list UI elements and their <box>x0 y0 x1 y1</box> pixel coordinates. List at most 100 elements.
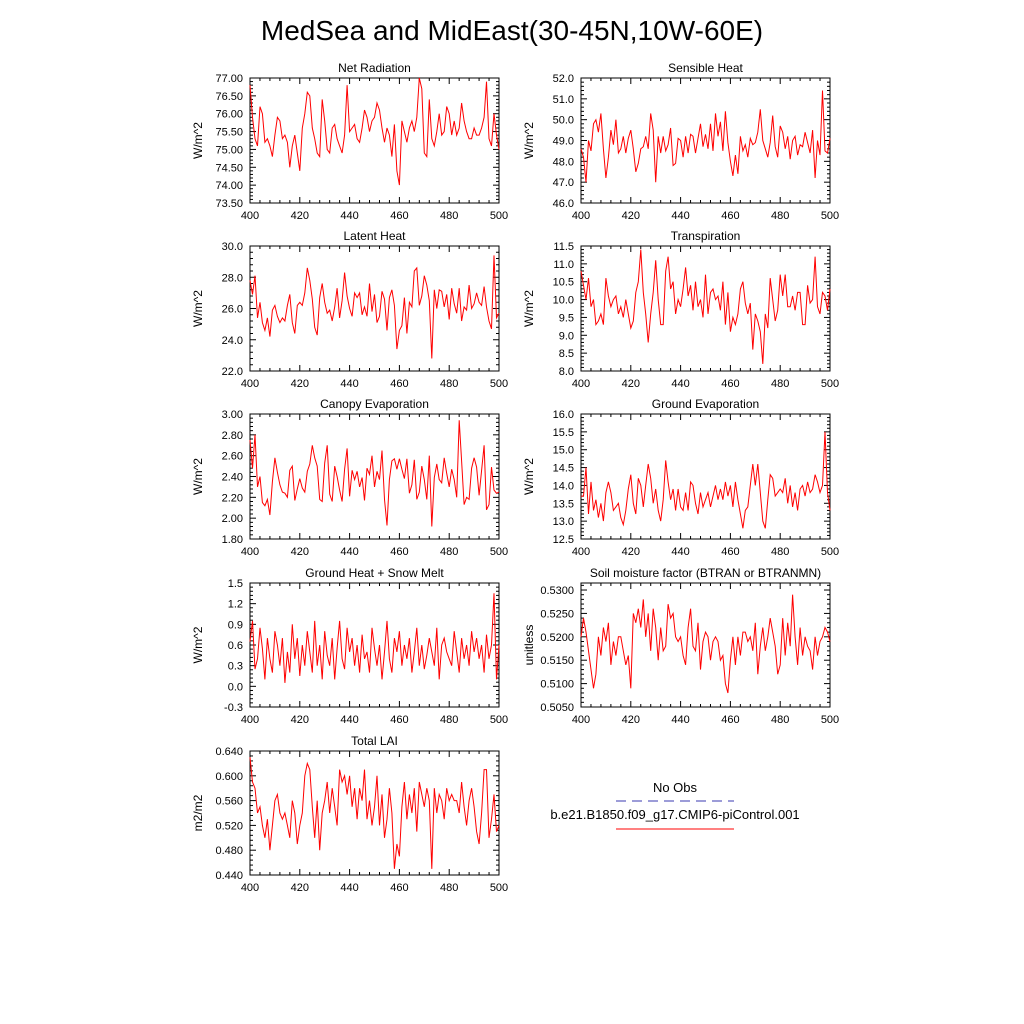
y-tick-label: 46.0 <box>553 198 574 210</box>
y-axis-label: W/m^2 <box>522 122 536 159</box>
series-line <box>581 431 831 529</box>
y-tick-label: 1.80 <box>222 534 243 546</box>
y-tick-label: 1.2 <box>228 599 243 611</box>
x-tick-label: 480 <box>771 210 789 222</box>
panel-title: Net Radiation <box>338 61 411 75</box>
y-tick-label: 0.5250 <box>540 608 574 620</box>
y-tick-label: 2.80 <box>222 430 243 442</box>
x-tick-label: 420 <box>291 882 309 894</box>
panel-title: Total LAI <box>351 734 398 748</box>
legend: No Obs b.e21.B1850.f09_g17.CMIP6-piContr… <box>550 780 800 830</box>
panel-6: Ground Heat + Snow Melt 400 420 440 460 480 50… <box>191 566 508 726</box>
y-tick-label: 77.00 <box>215 73 243 85</box>
x-tick-label: 420 <box>622 378 640 390</box>
y-tick-label: 8.5 <box>559 348 574 360</box>
y-tick-label: 2.60 <box>222 451 243 463</box>
y-tick-label: 15.0 <box>553 445 574 457</box>
series-line <box>249 593 500 683</box>
x-tick-label: 460 <box>721 378 739 390</box>
panel-title: Canopy Evaporation <box>320 397 429 411</box>
y-tick-label: 0.5300 <box>540 585 574 597</box>
x-tick-label: 420 <box>622 714 640 726</box>
y-tick-label: 10.5 <box>553 277 574 289</box>
x-tick-label: 500 <box>490 546 508 558</box>
x-tick-label: 460 <box>721 714 739 726</box>
y-tick-label: 0.3 <box>228 661 243 673</box>
y-tick-label: 11.5 <box>553 241 574 253</box>
y-tick-label: 24.0 <box>222 335 243 347</box>
y-tick-label: 13.5 <box>553 498 574 510</box>
series-line <box>249 757 500 869</box>
panel-5: Ground Evaporation 400 420 440 460 480 500 12.5… <box>522 397 839 558</box>
x-tick-label: 440 <box>671 210 689 222</box>
x-tick-label: 460 <box>390 714 408 726</box>
panel-title: Latent Heat <box>343 229 406 243</box>
y-tick-label: 49.0 <box>553 136 574 148</box>
x-tick-label: 440 <box>340 210 358 222</box>
y-tick-label: 0.5050 <box>540 702 574 714</box>
x-tick-label: 480 <box>771 378 789 390</box>
y-axis-label: m2/m2 <box>191 794 205 831</box>
y-tick-label: 75.50 <box>215 127 243 139</box>
x-tick-label: 440 <box>340 714 358 726</box>
y-tick-label: 13.0 <box>553 516 574 528</box>
x-tick-label: 440 <box>340 882 358 894</box>
panel-frame <box>249 413 500 540</box>
x-tick-label: 480 <box>440 210 458 222</box>
y-tick-label: 2.00 <box>222 513 243 525</box>
y-tick-label: 74.50 <box>215 162 243 174</box>
y-tick-label: 0.5150 <box>540 655 574 667</box>
x-tick-label: 460 <box>390 882 408 894</box>
panel-frame <box>580 413 831 540</box>
x-tick-label: 400 <box>572 378 590 390</box>
y-tick-label: 26.0 <box>222 304 243 316</box>
y-tick-label: 0.440 <box>215 870 243 882</box>
y-tick-label: 14.0 <box>553 480 574 492</box>
x-tick-label: 480 <box>771 714 789 726</box>
panel-title: Ground Heat + Snow Melt <box>305 566 444 580</box>
panel-3: Transpiration 400 420 440 460 480 500 8.0 8.5 9.0… <box>522 229 839 390</box>
y-tick-label: 15.5 <box>553 427 574 439</box>
y-tick-label: 75.00 <box>215 144 243 156</box>
panel-title: Soil moisture factor (BTRAN or BTRANMN) <box>590 566 821 580</box>
x-tick-label: 480 <box>440 546 458 558</box>
panel-7: Soil moisture factor (BTRAN or BTRANMN) 4… <box>522 566 839 726</box>
x-tick-label: 400 <box>241 714 259 726</box>
x-tick-label: 400 <box>572 714 590 726</box>
x-tick-label: 420 <box>291 378 309 390</box>
x-tick-label: 420 <box>622 210 640 222</box>
x-tick-label: 500 <box>490 378 508 390</box>
y-tick-label: 0.480 <box>215 845 243 857</box>
y-tick-label: 11.0 <box>553 259 574 271</box>
y-axis-label: W/m^2 <box>191 290 205 327</box>
x-tick-label: 460 <box>721 210 739 222</box>
y-tick-label: 14.5 <box>553 463 574 475</box>
y-tick-label: 76.50 <box>215 91 243 103</box>
panel-title: Ground Evaporation <box>652 397 759 411</box>
x-tick-label: 460 <box>390 378 408 390</box>
y-tick-label: 48.0 <box>553 156 574 168</box>
panel-frame <box>249 77 500 204</box>
y-tick-label: 0.520 <box>215 820 243 832</box>
y-axis-label: W/m^2 <box>191 122 205 159</box>
y-tick-label: 0.5200 <box>540 632 574 644</box>
series-line <box>580 594 831 694</box>
panel-frame <box>580 582 831 708</box>
panel-1: Sensible Heat 400 420 440 460 480 500 46.0 47.0 4… <box>522 61 839 222</box>
x-tick-label: 420 <box>291 546 309 558</box>
legend-obs-label: No Obs <box>653 780 698 795</box>
x-tick-label: 500 <box>821 714 839 726</box>
x-tick-label: 480 <box>771 546 789 558</box>
x-tick-label: 480 <box>440 378 458 390</box>
panel-title: Sensible Heat <box>668 61 743 75</box>
y-tick-label: 0.640 <box>215 746 243 758</box>
x-tick-label: 480 <box>440 882 458 894</box>
x-tick-label: 420 <box>291 714 309 726</box>
x-tick-label: 400 <box>241 882 259 894</box>
series-line <box>249 255 500 359</box>
series-line <box>580 90 831 183</box>
x-tick-label: 500 <box>490 882 508 894</box>
y-tick-label: 2.20 <box>222 492 243 504</box>
y-tick-label: 0.9 <box>228 619 243 631</box>
